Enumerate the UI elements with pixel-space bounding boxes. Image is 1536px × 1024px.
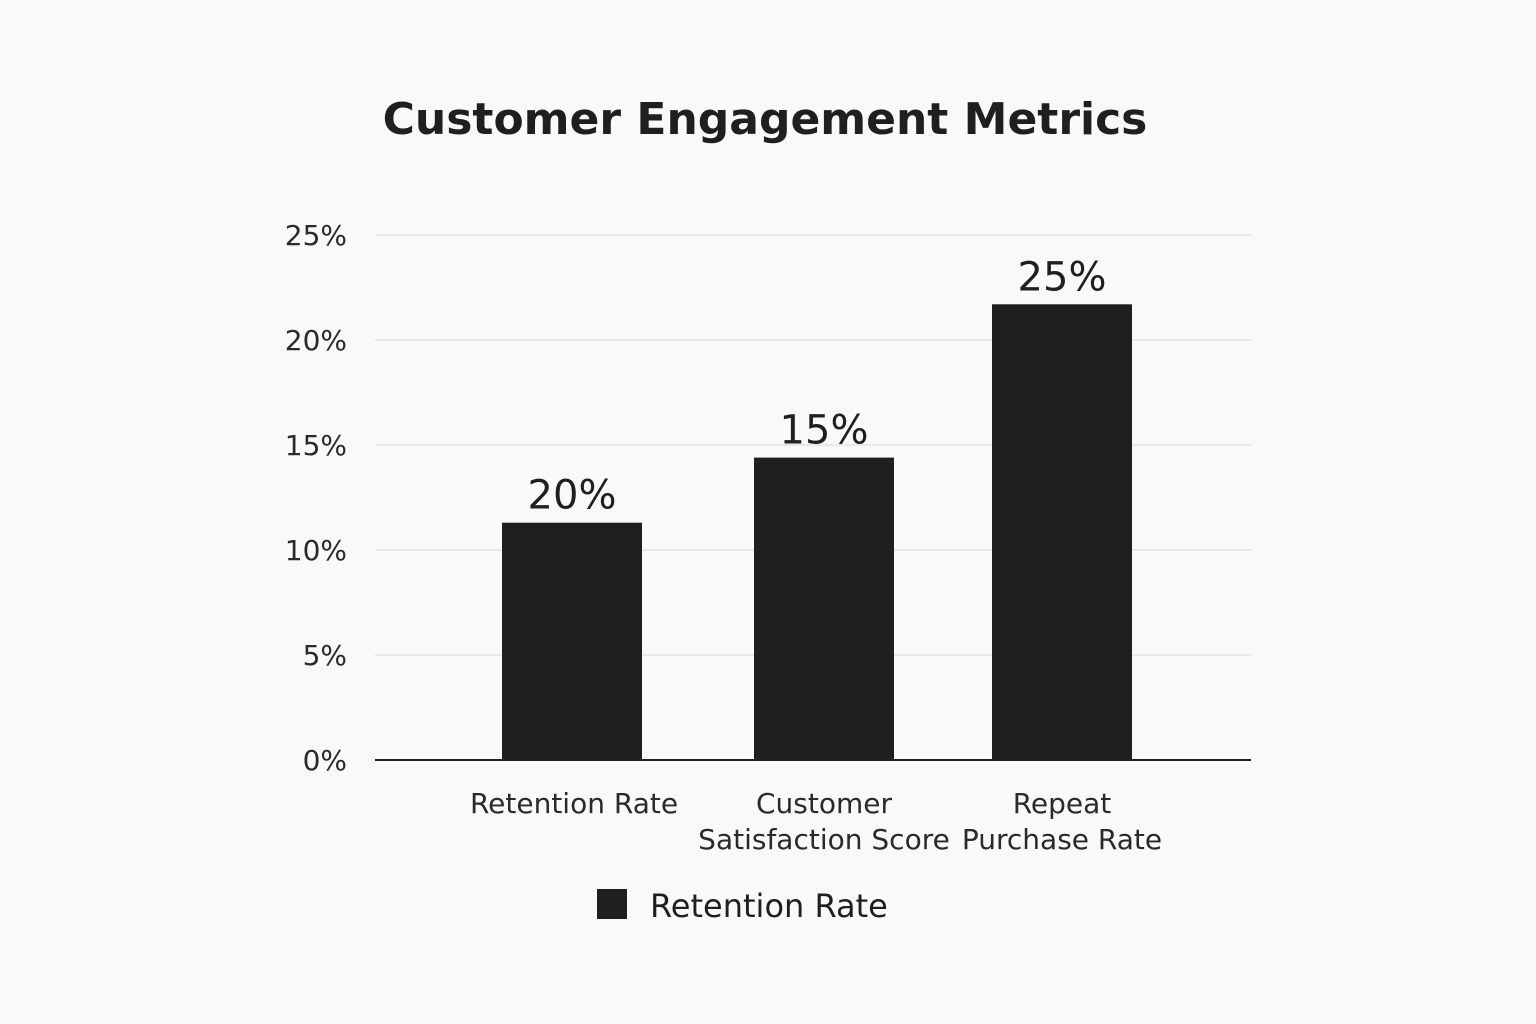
y-tick-label: 5% (303, 639, 347, 672)
y-tick-label: 15% (285, 429, 347, 462)
bar (992, 304, 1132, 760)
x-category-label: Customer (756, 787, 892, 820)
data-labels: 20% 15% 25% (528, 254, 1107, 518)
legend-label: Retention Rate (650, 887, 888, 925)
y-tick-label: 20% (285, 324, 347, 357)
bar (502, 522, 642, 760)
x-category-label: Purchase Rate (962, 823, 1162, 856)
y-tick-label: 25% (285, 219, 347, 252)
bars (502, 304, 1132, 760)
legend: Retention Rate (597, 887, 888, 925)
data-label: 20% (528, 473, 617, 519)
y-tick-label: 10% (285, 534, 347, 567)
x-category-label: Retention Rate (470, 787, 678, 820)
y-axis-tick-labels: 0% 5% 10% 15% 20% 25% (285, 219, 347, 777)
data-label: 25% (1018, 254, 1107, 300)
y-tick-label: 0% (303, 744, 347, 777)
x-category-label: Satisfaction Score (698, 823, 950, 856)
bar (754, 457, 894, 760)
x-category-label: Repeat (1013, 787, 1112, 820)
data-label: 15% (780, 408, 869, 454)
legend-swatch (597, 889, 627, 919)
chart-title: Customer Engagement Metrics (383, 94, 1148, 145)
